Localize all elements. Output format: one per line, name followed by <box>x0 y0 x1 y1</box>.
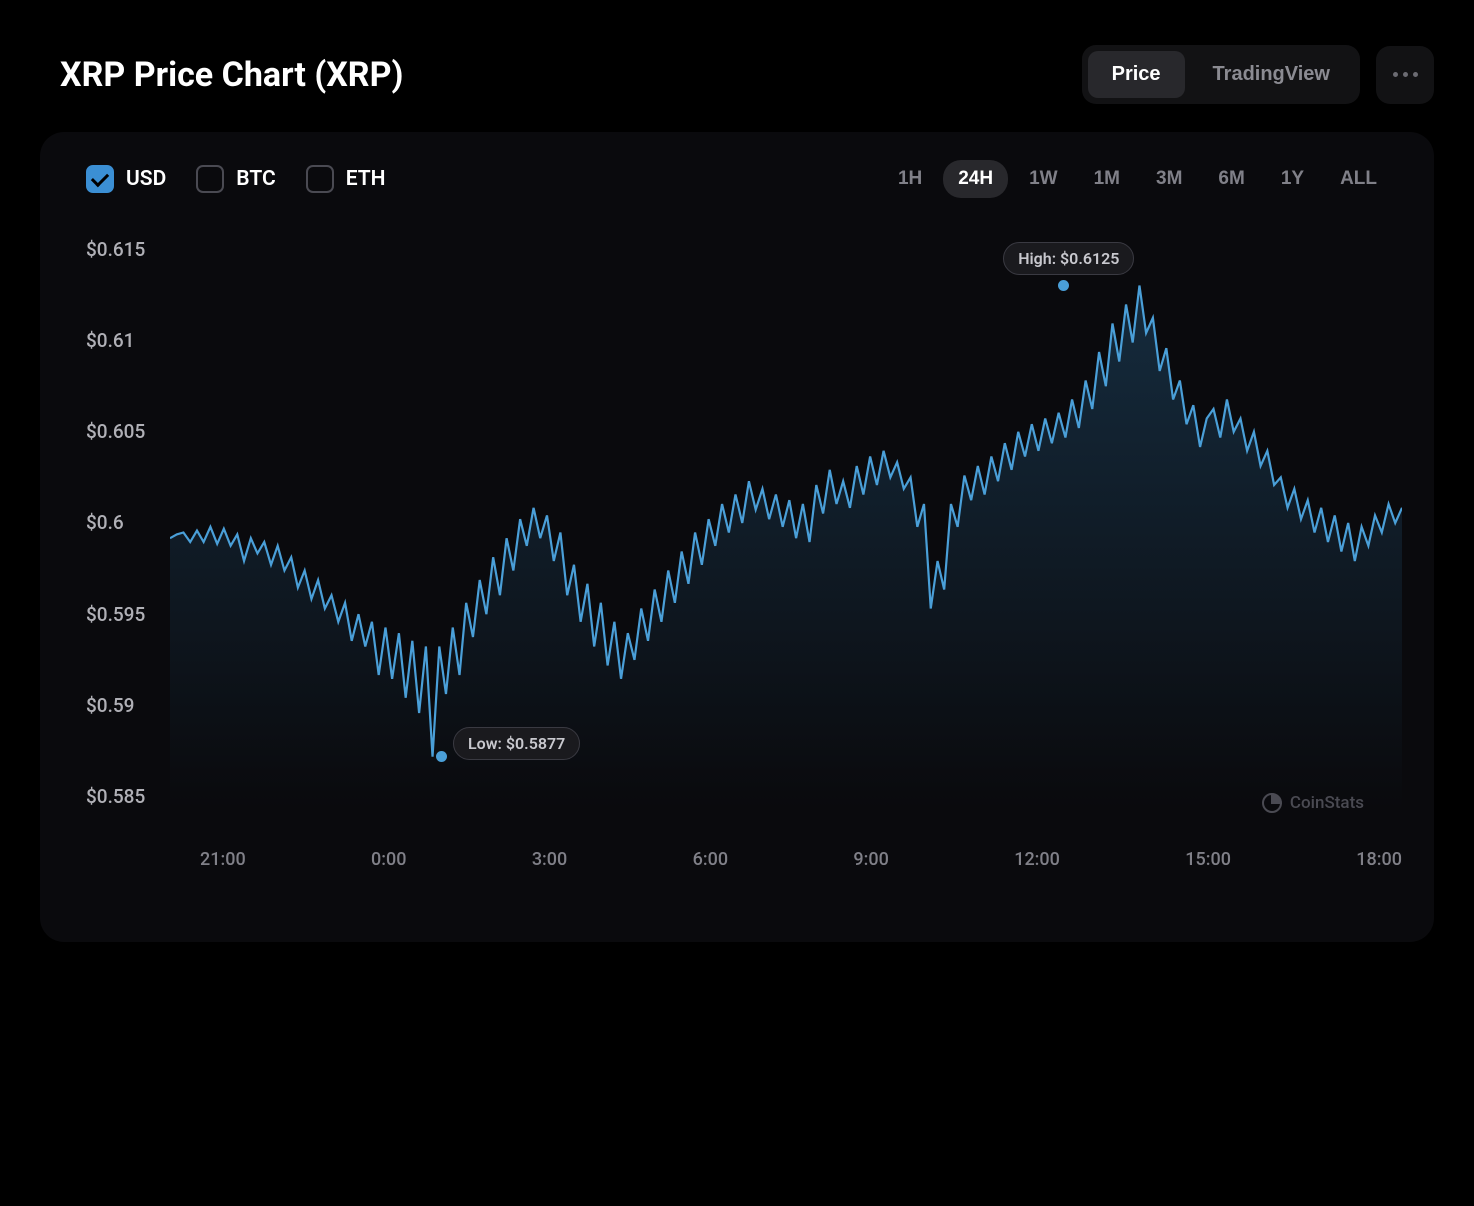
x-tick: 18:00 <box>1356 849 1402 870</box>
high-marker-label: High: $0.6125 <box>1003 242 1134 275</box>
currency-label: USD <box>126 167 166 191</box>
high-marker-dot <box>1058 280 1069 291</box>
x-tick: 9:00 <box>853 849 888 870</box>
checkbox-icon <box>196 165 224 193</box>
timeframe-1y[interactable]: 1Y <box>1266 160 1319 198</box>
timeframe-1m[interactable]: 1M <box>1079 160 1135 198</box>
coinstats-icon <box>1262 793 1282 813</box>
timeframe-6m[interactable]: 6M <box>1203 160 1259 198</box>
x-tick: 0:00 <box>371 849 406 870</box>
view-toggle-group: PriceTradingView <box>1082 45 1360 104</box>
currency-toggle-eth[interactable]: ETH <box>306 165 386 193</box>
y-tick: $0.585 <box>86 785 145 808</box>
checkbox-icon <box>306 165 334 193</box>
view-tab-price[interactable]: Price <box>1088 51 1185 98</box>
y-tick: $0.59 <box>86 694 145 717</box>
timeframe-24h[interactable]: 24H <box>943 160 1008 198</box>
x-tick: 6:00 <box>693 849 728 870</box>
timeframe-group: 1H24H1W1M3M6M1YALL <box>883 160 1392 198</box>
currency-toggle-group: USD BTC ETH <box>86 165 386 193</box>
low-marker-dot <box>436 751 447 762</box>
x-tick: 21:00 <box>200 849 246 870</box>
chart-card: USDBTCETH 1H24H1W1M3M6M1YALL $0.615$0.61… <box>40 132 1434 942</box>
view-tab-tradingview[interactable]: TradingView <box>1189 51 1354 98</box>
x-tick: 15:00 <box>1185 849 1231 870</box>
watermark-text: CoinStats <box>1290 793 1364 813</box>
ellipsis-icon <box>1393 72 1418 77</box>
x-tick: 3:00 <box>532 849 567 870</box>
y-tick: $0.605 <box>86 420 145 443</box>
y-tick: $0.61 <box>86 329 145 352</box>
more-button[interactable] <box>1376 46 1434 104</box>
line-chart-svg <box>170 238 1402 808</box>
watermark: CoinStats <box>1262 793 1364 813</box>
timeframe-3m[interactable]: 3M <box>1141 160 1197 198</box>
plot-area[interactable]: High: $0.6125 Low: $0.5877 <box>170 238 1402 808</box>
currency-label: ETH <box>346 167 386 191</box>
x-axis: 21:00 0:00 3:00 6:00 9:00 12:00 15:00 18:00 <box>200 849 1402 870</box>
y-tick: $0.6 <box>86 511 145 534</box>
timeframe-1h[interactable]: 1H <box>883 160 937 198</box>
y-axis: $0.615 $0.61 $0.605 $0.6 $0.595 $0.59 $0.585 <box>86 238 145 808</box>
x-tick: 12:00 <box>1014 849 1060 870</box>
currency-toggle-usd[interactable]: USD <box>86 165 166 193</box>
y-tick: $0.615 <box>86 238 145 261</box>
currency-label: BTC <box>236 167 275 191</box>
chart-area: $0.615 $0.61 $0.605 $0.6 $0.595 $0.59 $0.585 H… <box>60 238 1402 888</box>
currency-toggle-btc[interactable]: BTC <box>196 165 275 193</box>
low-marker-label: Low: $0.5877 <box>453 727 580 760</box>
y-tick: $0.595 <box>86 603 145 626</box>
page-title: XRP Price Chart (XRP) <box>40 55 403 95</box>
checkbox-icon <box>86 165 114 193</box>
timeframe-all[interactable]: ALL <box>1325 160 1392 198</box>
timeframe-1w[interactable]: 1W <box>1014 160 1073 198</box>
